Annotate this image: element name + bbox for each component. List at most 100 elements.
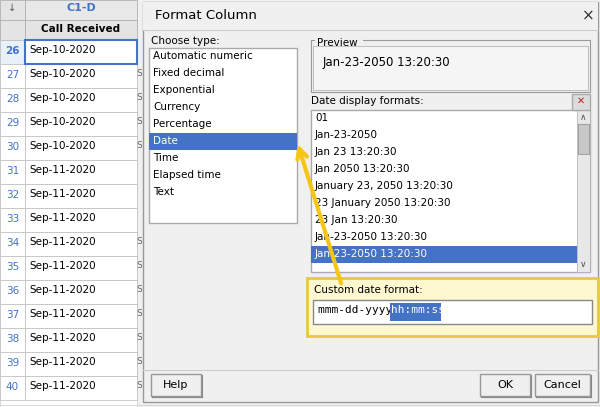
- Text: Sep-11-2020: Sep-11-2020: [29, 381, 95, 391]
- Bar: [25, 256, 137, 280]
- Bar: [25, 304, 137, 328]
- Text: S: S: [136, 285, 142, 294]
- Text: ∨: ∨: [580, 260, 586, 269]
- Bar: [390, 303, 441, 321]
- Text: ∧: ∧: [580, 113, 586, 122]
- Text: ×: ×: [581, 8, 595, 23]
- Bar: [25, 40, 137, 64]
- Bar: [0, 0, 25, 20]
- Bar: [0, 352, 25, 376]
- Text: 34: 34: [6, 238, 19, 248]
- Bar: [0, 280, 25, 304]
- Text: Fixed decimal: Fixed decimal: [153, 68, 224, 78]
- Text: Jan 23 13:20:30: Jan 23 13:20:30: [315, 147, 398, 157]
- Text: S: S: [136, 309, 142, 318]
- Text: Text: Text: [153, 187, 174, 197]
- Text: Sep-11-2020: Sep-11-2020: [29, 189, 95, 199]
- Text: Jan-23-2050 13:20:30: Jan-23-2050 13:20:30: [315, 232, 428, 242]
- Bar: [313, 46, 588, 90]
- Bar: [25, 0, 137, 20]
- Bar: [25, 88, 137, 112]
- Text: Sep-11-2020: Sep-11-2020: [29, 237, 95, 247]
- Text: 37: 37: [6, 310, 19, 320]
- Text: 39: 39: [6, 358, 19, 368]
- Text: S: S: [136, 117, 142, 126]
- Text: OK: OK: [497, 380, 513, 390]
- Bar: [25, 20, 137, 40]
- Text: 31: 31: [6, 166, 19, 176]
- Text: Sep-11-2020: Sep-11-2020: [29, 213, 95, 223]
- Bar: [25, 352, 137, 376]
- Text: Sep-11-2020: Sep-11-2020: [29, 285, 95, 295]
- Bar: [151, 374, 201, 396]
- Text: S: S: [136, 381, 142, 390]
- Text: Sep-10-2020: Sep-10-2020: [29, 93, 95, 103]
- Bar: [0, 88, 25, 112]
- Text: S: S: [136, 333, 142, 342]
- Text: Jan-23-2050: Jan-23-2050: [315, 130, 378, 140]
- Text: ✕: ✕: [577, 96, 585, 106]
- Text: C1-D: C1-D: [66, 3, 96, 13]
- Bar: [0, 232, 25, 256]
- Text: hh:mm:ss: hh:mm:ss: [391, 305, 445, 315]
- Text: Jan 2050 13:20:30: Jan 2050 13:20:30: [315, 164, 410, 174]
- Bar: [0, 64, 25, 88]
- Bar: [0, 376, 25, 400]
- Bar: [311, 40, 590, 92]
- Bar: [143, 2, 598, 402]
- Bar: [25, 136, 137, 160]
- Text: Call Received: Call Received: [41, 24, 121, 34]
- Text: S: S: [136, 141, 142, 150]
- Bar: [0, 40, 25, 64]
- Bar: [315, 38, 363, 44]
- Text: 27: 27: [6, 70, 19, 80]
- Text: S: S: [136, 357, 142, 366]
- Text: Cancel: Cancel: [544, 380, 581, 390]
- Text: S: S: [136, 237, 142, 246]
- Text: 23 January 2050 13:20:30: 23 January 2050 13:20:30: [315, 198, 451, 208]
- Bar: [25, 40, 137, 64]
- Bar: [0, 112, 25, 136]
- Text: Sep-11-2020: Sep-11-2020: [29, 357, 95, 367]
- Text: Sep-11-2020: Sep-11-2020: [29, 261, 95, 271]
- Bar: [0, 256, 25, 280]
- Bar: [0, 328, 25, 352]
- Bar: [25, 184, 137, 208]
- Text: 26: 26: [5, 46, 20, 56]
- Text: Percentage: Percentage: [153, 119, 212, 129]
- Bar: [25, 160, 137, 184]
- Text: Choose type:: Choose type:: [151, 36, 220, 46]
- Bar: [535, 374, 590, 396]
- Text: 32: 32: [6, 190, 19, 200]
- Text: Preview: Preview: [317, 38, 358, 48]
- Bar: [0, 184, 25, 208]
- Text: 29: 29: [6, 118, 19, 128]
- Text: S: S: [136, 93, 142, 102]
- Text: ↓: ↓: [8, 3, 17, 13]
- Bar: [480, 374, 530, 396]
- Bar: [25, 112, 137, 136]
- Text: Time: Time: [153, 153, 178, 163]
- Bar: [143, 2, 598, 30]
- Bar: [0, 20, 25, 40]
- Text: 38: 38: [6, 334, 19, 344]
- Text: Jan-23-2050 13:20:30: Jan-23-2050 13:20:30: [315, 249, 428, 259]
- Text: Sep-10-2020: Sep-10-2020: [29, 45, 95, 55]
- Text: 23 Jan 13:20:30: 23 Jan 13:20:30: [315, 215, 398, 225]
- Text: Elapsed time: Elapsed time: [153, 170, 221, 180]
- Text: Sep-10-2020: Sep-10-2020: [29, 69, 95, 79]
- Bar: [0, 160, 25, 184]
- Bar: [25, 376, 137, 400]
- Bar: [25, 328, 137, 352]
- Text: Date: Date: [153, 136, 178, 146]
- Text: Exponential: Exponential: [153, 85, 215, 95]
- Text: S: S: [136, 261, 142, 270]
- Text: January 23, 2050 13:20:30: January 23, 2050 13:20:30: [315, 181, 454, 191]
- Text: Sep-11-2020: Sep-11-2020: [29, 165, 95, 175]
- Text: Automatic numeric: Automatic numeric: [153, 51, 253, 61]
- Text: 40: 40: [6, 382, 19, 392]
- Bar: [578, 124, 589, 154]
- Text: Custom date format:: Custom date format:: [314, 285, 423, 295]
- Bar: [25, 232, 137, 256]
- Text: mmm-dd-yyyy: mmm-dd-yyyy: [318, 305, 399, 315]
